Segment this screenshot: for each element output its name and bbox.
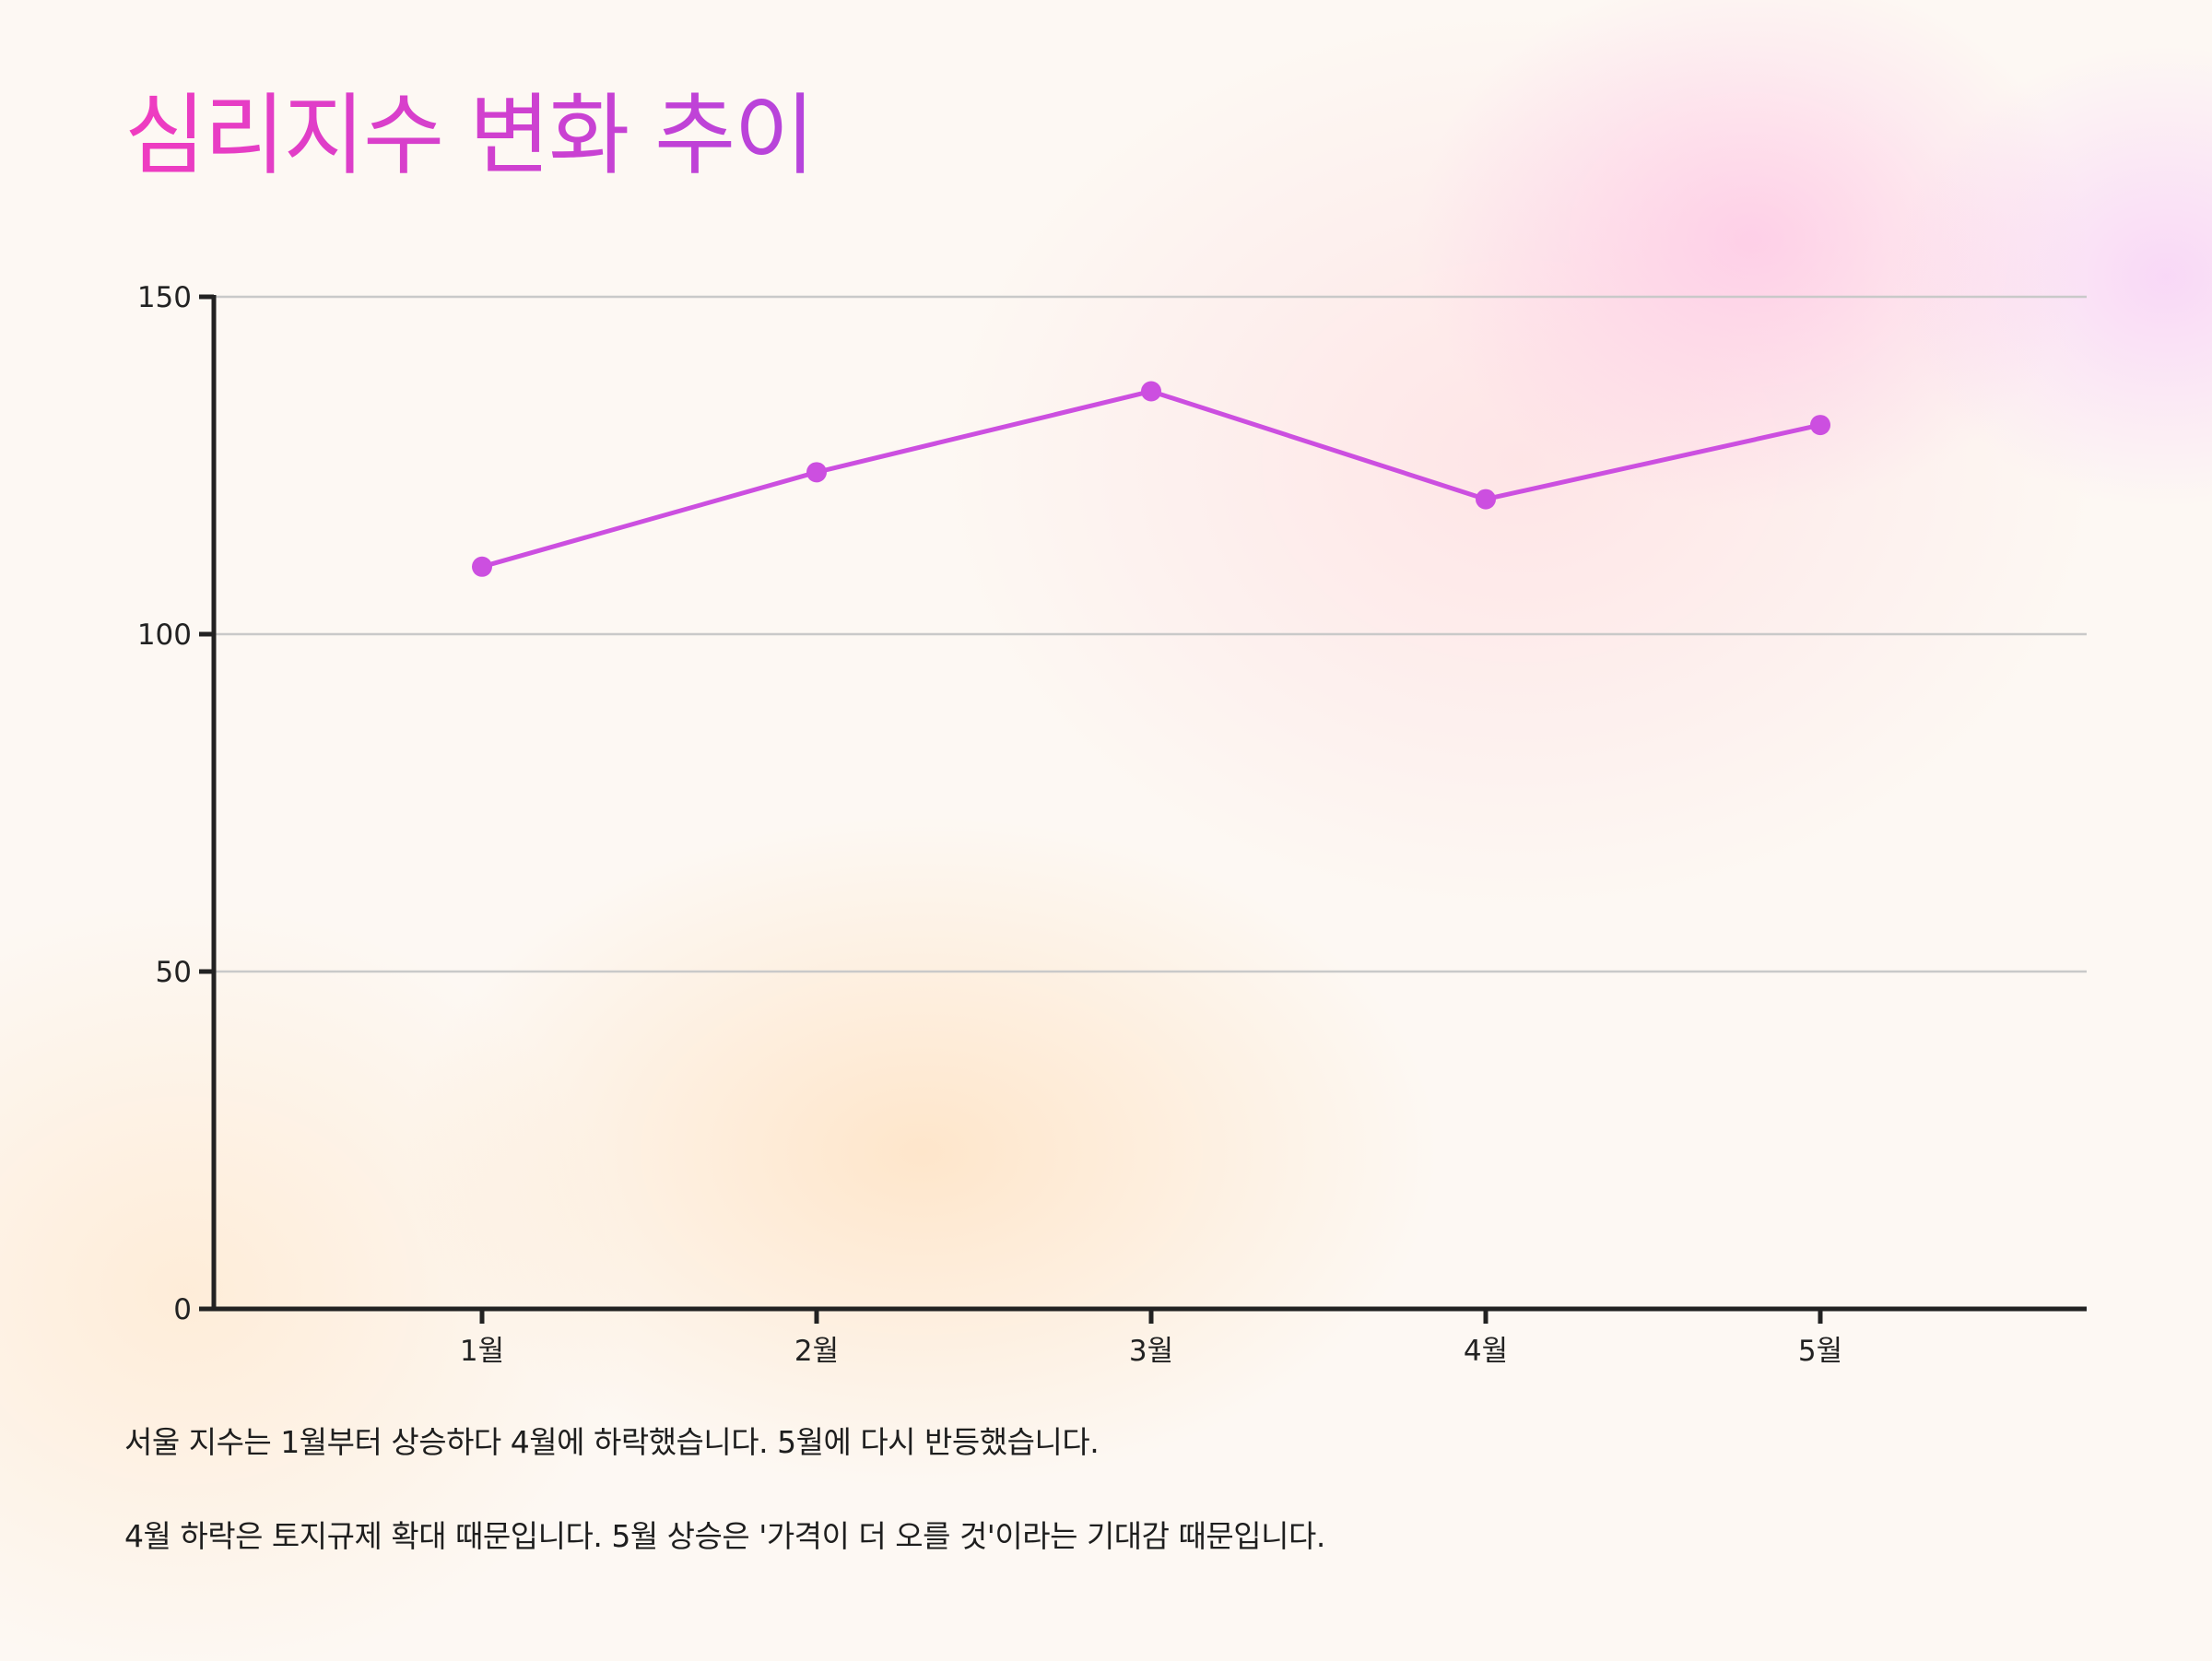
data-point [472, 556, 492, 577]
caption-2: 4월 하락은 토지규제 확대 때문입니다. 5월 상승은 '가격이 더 오를 것… [124, 1518, 1325, 1554]
data-point [1810, 415, 1830, 436]
y-tick-label: 50 [156, 956, 192, 989]
x-tick-label: 3월 [1129, 1335, 1173, 1368]
y-tick-label: 150 [137, 281, 192, 314]
gridlines [214, 295, 2087, 973]
y-tick-label: 100 [137, 618, 192, 652]
x-tick-label: 5월 [1798, 1335, 1842, 1368]
y-tick-label: 0 [173, 1293, 192, 1326]
data-point [1476, 489, 1496, 510]
series-line [481, 388, 1821, 570]
data-point [806, 462, 827, 483]
caption-1: 서울 지수는 1월부터 상승하다 4월에 하락했습니다. 5월에 다시 반등했습… [124, 1424, 1100, 1460]
x-tick-label: 4월 [1464, 1335, 1508, 1368]
data-point [1141, 381, 1161, 402]
series [472, 381, 1830, 577]
x-tick-label: 2월 [794, 1335, 839, 1368]
x-tick-label: 1월 [460, 1335, 504, 1368]
chart-title: 심리지수 변화 추이 [124, 84, 816, 187]
axes: 0 50 100 150 1월 2월 3월 4월 5월 [137, 281, 2087, 1368]
